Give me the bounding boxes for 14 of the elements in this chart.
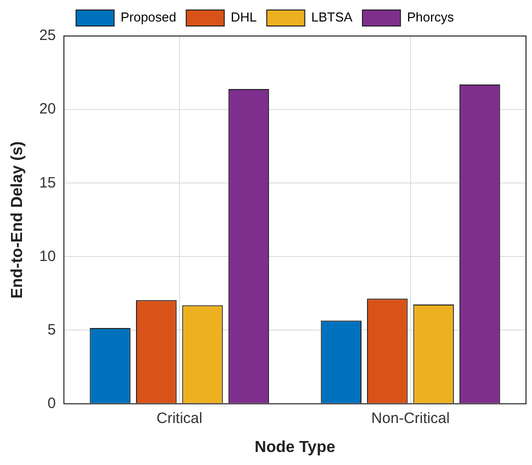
- y-tick-label: 15: [39, 174, 56, 192]
- y-tick-label: 25: [39, 27, 56, 44]
- legend-label: LBTSA: [311, 10, 353, 25]
- legend-label: DHL: [230, 10, 257, 25]
- y-tick-label: 0: [48, 394, 56, 412]
- legend-label: Proposed: [120, 10, 176, 25]
- y-tick-label: 20: [39, 100, 56, 118]
- y-axis-title: End-to-End Delay (s): [9, 141, 26, 299]
- x-axis-title: Node Type: [254, 438, 336, 456]
- legend-label: Phorcys: [406, 10, 454, 25]
- y-tick-label: 10: [39, 248, 56, 265]
- y-tick-label: 5: [48, 321, 56, 338]
- x-tick-label: Non-Critical: [371, 410, 450, 427]
- x-tick-label: Critical: [156, 410, 202, 427]
